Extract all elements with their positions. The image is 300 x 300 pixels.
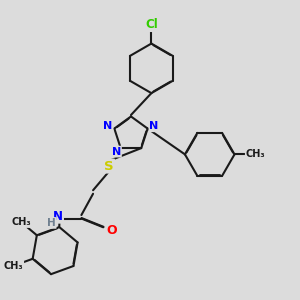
Text: N: N (112, 147, 121, 157)
Text: Cl: Cl (145, 18, 158, 31)
Text: H: H (47, 218, 56, 228)
Text: CH₃: CH₃ (11, 217, 31, 227)
Text: CH₃: CH₃ (246, 149, 265, 159)
Text: S: S (104, 160, 114, 172)
Text: N: N (103, 121, 112, 131)
Text: CH₃: CH₃ (4, 261, 23, 271)
Text: O: O (106, 224, 117, 237)
Text: N: N (53, 210, 63, 223)
Text: N: N (149, 121, 159, 131)
